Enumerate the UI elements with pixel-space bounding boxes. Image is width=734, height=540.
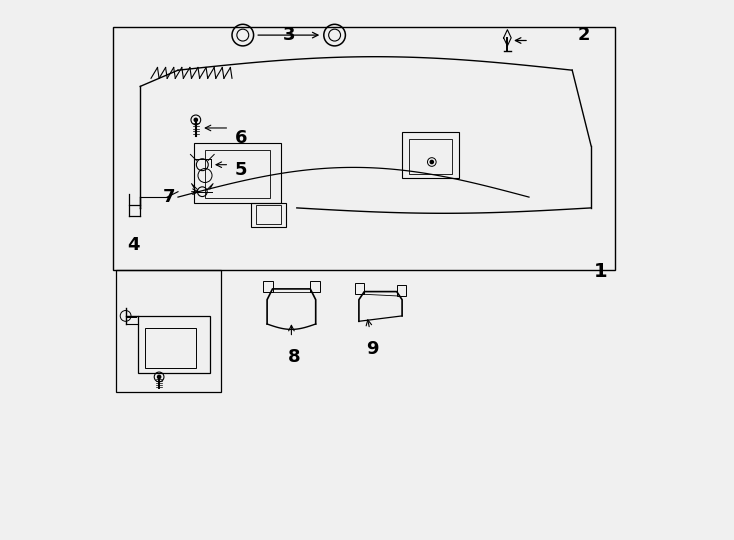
Bar [116, 270, 221, 392]
Bar [145, 328, 196, 368]
Bar [113, 27, 615, 270]
Bar [402, 132, 459, 178]
Bar [205, 150, 270, 198]
Bar [396, 285, 407, 296]
Bar [310, 281, 320, 292]
Bar [355, 284, 364, 294]
Text: 5: 5 [235, 161, 247, 179]
Bar [256, 205, 280, 224]
Bar [409, 139, 452, 174]
Text: 9: 9 [366, 340, 379, 358]
Circle shape [195, 118, 197, 122]
Bar [137, 316, 211, 373]
Text: 4: 4 [127, 236, 139, 254]
Circle shape [430, 160, 433, 164]
Bar [251, 202, 286, 227]
Text: 3: 3 [283, 26, 295, 44]
Text: 8: 8 [288, 348, 300, 366]
Circle shape [158, 375, 161, 379]
Text: 2: 2 [578, 26, 590, 44]
Text: 1: 1 [594, 262, 607, 281]
Text: 6: 6 [235, 129, 247, 147]
Text: 7: 7 [163, 188, 175, 206]
Bar [263, 281, 272, 292]
Bar [195, 143, 280, 202]
